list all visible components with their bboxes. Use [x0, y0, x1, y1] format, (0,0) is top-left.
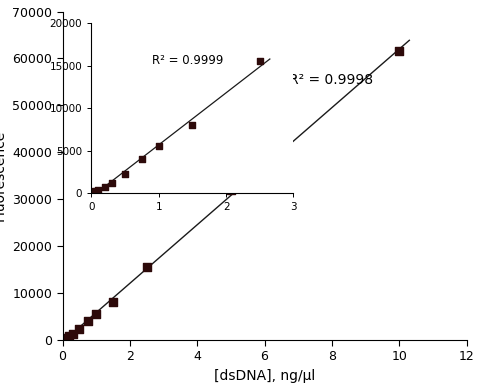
Point: [59, 337, 66, 343]
Point: [188, 122, 196, 128]
Point: [101, 184, 108, 190]
Point: [94, 186, 102, 193]
Text: R² = 0.9999: R² = 0.9999: [152, 54, 223, 67]
Point: [255, 58, 263, 64]
Point: [87, 190, 95, 196]
Point: [75, 326, 83, 332]
Point: [121, 171, 129, 178]
Point: [138, 156, 145, 162]
X-axis label: [dsDNA], ng/µl: [dsDNA], ng/µl: [214, 369, 314, 383]
Point: [395, 48, 402, 54]
Point: [227, 186, 234, 193]
Point: [92, 311, 100, 317]
Text: R² = 0.9998: R² = 0.9998: [288, 73, 372, 87]
Y-axis label: Fluorescence: Fluorescence: [0, 130, 7, 221]
Point: [60, 336, 68, 342]
Point: [109, 299, 117, 305]
Point: [62, 335, 70, 341]
Point: [91, 188, 98, 195]
Point: [65, 333, 73, 340]
Point: [143, 264, 150, 270]
Point: [155, 143, 162, 149]
Point: [108, 180, 115, 186]
Point: [84, 318, 91, 324]
Point: [69, 331, 76, 337]
